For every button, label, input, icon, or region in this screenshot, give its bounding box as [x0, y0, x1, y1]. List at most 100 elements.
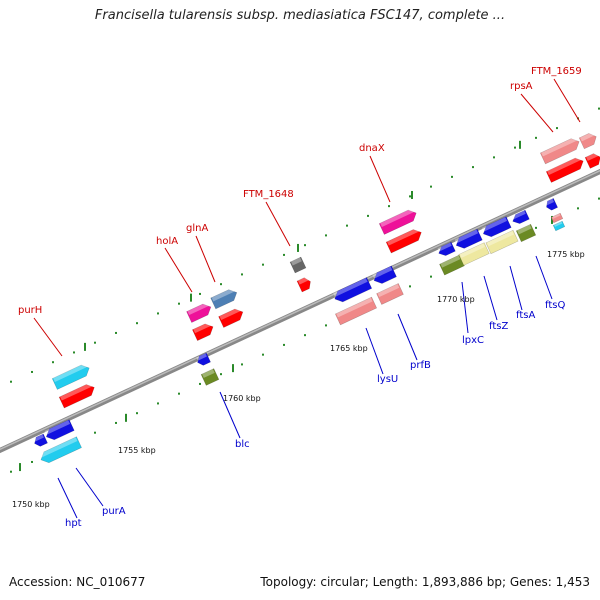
gene-small-2-body [546, 198, 558, 211]
gene-dnax-shine [380, 207, 415, 227]
gene-ftm-1659-cds-body [584, 153, 600, 169]
upper-tick-row-dot [556, 127, 558, 130]
gene-label-purh[interactable]: purH [18, 305, 42, 316]
gene-prfb-upper [372, 265, 397, 284]
gene-hpt [39, 436, 82, 464]
gene-ftm-1648-cds-body [296, 277, 311, 293]
gene-prfb [376, 283, 404, 305]
gene-small-3 [550, 212, 564, 224]
gene-lysu-body [334, 277, 373, 303]
leader-lines [33, 78, 581, 519]
upper-tick-row-dot [10, 380, 12, 383]
gene-ftm-1648-shine [290, 257, 302, 266]
gene-label-blc[interactable]: blc [235, 439, 250, 450]
gene-label-pura[interactable]: purA [102, 506, 126, 517]
gene-label-prfb[interactable]: prfB [410, 360, 431, 371]
gene-ftsa-shine [486, 230, 514, 247]
gene-blc [200, 368, 220, 386]
genome-axis-highlight [0, 169, 600, 451]
gene-ftm-1659-body [578, 133, 597, 150]
gene-dnax-cds-shine [387, 227, 420, 246]
gene-purh-shine [53, 362, 88, 382]
gene-ftsa-upper [481, 216, 512, 238]
lower-tick-row-dot [283, 343, 285, 346]
gene-hola [186, 301, 212, 323]
genome-axis [0, 168, 600, 454]
gene-label-hpt[interactable]: hpt [65, 518, 82, 529]
lower-tick-row-dot [178, 392, 180, 395]
gene-blc-upper-shine [196, 353, 207, 361]
gene-lpxc [439, 254, 465, 276]
gene-small-3-shine [552, 213, 561, 219]
gene-label-dnax[interactable]: dnaX [359, 143, 385, 154]
gene-rpsa-body [540, 138, 580, 165]
lower-tick-row-dot [199, 382, 201, 385]
gene-label-rpsa[interactable]: rpsA [510, 81, 533, 92]
gene-ftsq-upper-body [512, 209, 530, 224]
gene-label-ftsz[interactable]: ftsZ [489, 321, 508, 332]
lower-tick-row-dot [325, 324, 327, 327]
gene-pura-upper-body [45, 419, 75, 441]
lower-tick-row-dot [220, 373, 222, 376]
lower-tick-row-dot [241, 363, 243, 366]
lower-tick-row-dot [577, 207, 579, 210]
gene-ftsq-shine [517, 224, 532, 235]
gene-ftsz-upper-body [455, 228, 483, 249]
gene-glna [210, 287, 238, 310]
gene-ftm-1659-cds [584, 152, 600, 169]
lower-tick-row-dot [10, 470, 12, 473]
leader-pura [75, 467, 104, 507]
gene-dnax-cds [385, 227, 422, 254]
kbp-label-1775: 1775 kbp [547, 250, 585, 259]
gene-label-glna[interactable]: glnA [186, 223, 208, 234]
gene-blc-upper [196, 352, 211, 366]
leader-hpt [57, 477, 78, 519]
gene-ftsz-upper [454, 228, 483, 249]
gene-label-ftsa[interactable]: ftsA [516, 310, 535, 321]
gene-hola-cds-body [192, 323, 214, 341]
upper-tick-row-dot [178, 302, 180, 305]
gene-ftsz-upper-shine [454, 229, 479, 244]
gene-lpxc-upper [437, 241, 456, 256]
gene-lpxc-body [439, 254, 465, 276]
gene-purh-cds-shine [60, 382, 93, 401]
gene-purh-body [51, 364, 90, 390]
gene-ftm-1648 [289, 256, 307, 274]
gene-label-lpxc[interactable]: lpxC [462, 335, 484, 346]
gene-glna-shine [211, 287, 236, 302]
leader-ftsa [509, 265, 523, 311]
upper-tick-row-dot [157, 312, 159, 315]
gene-purh-cds-body [58, 384, 95, 409]
gene-rpsa-cds [545, 155, 584, 183]
gene-dnax [378, 207, 417, 235]
lower-tick-row-dot [430, 275, 432, 278]
gene-label-hola[interactable]: holA [156, 236, 178, 247]
gene-prfb-shine [377, 283, 400, 298]
gene-pura-upper-shine [44, 420, 71, 435]
gene-pura-upper [44, 419, 75, 441]
upper-tick-row-dot [94, 341, 96, 344]
gene-purh-cds [58, 382, 95, 409]
gene-label-lysu[interactable]: lysU [377, 374, 398, 385]
gene-small-2-shine [545, 198, 554, 206]
gene-features [33, 131, 600, 464]
gene-lpxc-upper-shine [437, 242, 452, 252]
leader-ftm-1659 [553, 78, 581, 123]
leader-rpsa [520, 93, 554, 133]
lower-tick-row-dot [262, 353, 264, 356]
upper-tick-row-dot [388, 205, 390, 208]
gene-label-ftm-1648[interactable]: FTM_1648 [243, 189, 294, 200]
upper-tick-row-dot [472, 166, 474, 169]
upper-tick-row-dot [31, 370, 33, 373]
gene-label-ftsq[interactable]: ftsQ [545, 300, 565, 311]
leader-blc [219, 391, 241, 439]
gene-ftsa [485, 229, 519, 255]
gene-ftsa-body [485, 229, 519, 255]
gene-prfb-upper-body [373, 265, 397, 284]
upper-tick-row-dot [283, 253, 285, 256]
leader-ftsz [483, 275, 498, 321]
gene-ftm-1648-cds-shine [297, 276, 309, 285]
gene-label-ftm-1659[interactable]: FTM_1659 [531, 66, 582, 77]
gene-hola-body [186, 303, 212, 323]
kbp-label-1760: 1760 kbp [223, 394, 261, 403]
